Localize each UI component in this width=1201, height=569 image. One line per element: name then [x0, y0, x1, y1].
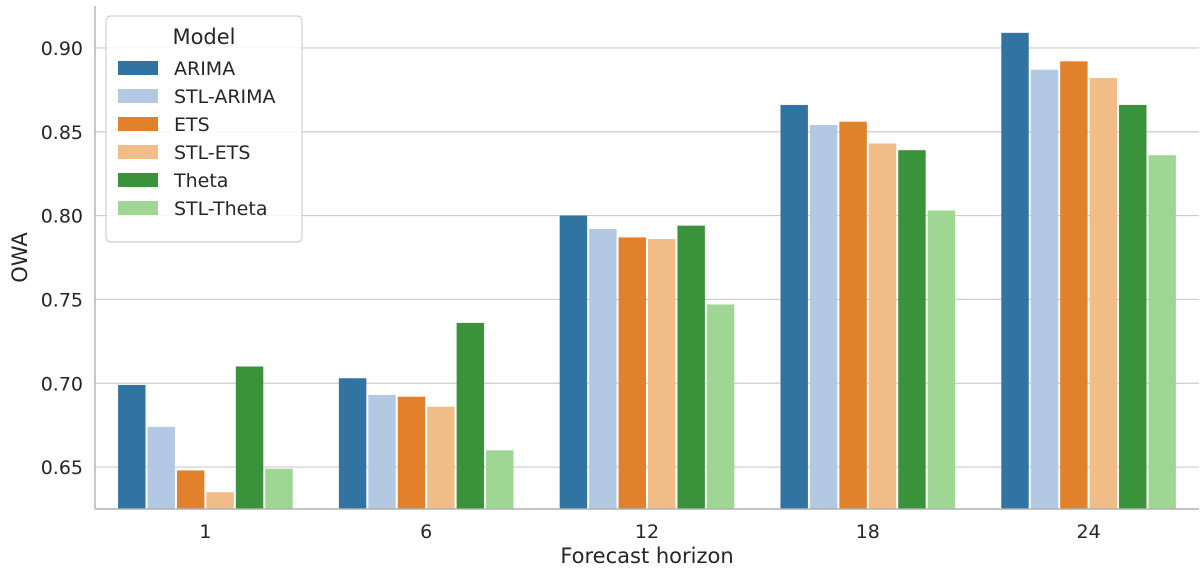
- bar: [1089, 78, 1118, 509]
- bar: [1060, 61, 1088, 509]
- x-tick-label: 18: [856, 521, 880, 543]
- y-tick-label: 0.75: [41, 289, 83, 311]
- bar: [677, 225, 705, 510]
- x-tick-label: 12: [635, 521, 659, 543]
- bars: [118, 32, 1176, 510]
- x-axis-label: Forecast horizon: [560, 544, 733, 568]
- bar: [338, 378, 367, 509]
- legend-swatch: [118, 61, 158, 75]
- legend-swatch: [118, 173, 158, 187]
- y-tick-label: 0.85: [41, 122, 83, 144]
- bar: [265, 468, 293, 509]
- x-tick-label: 1: [199, 521, 211, 543]
- bar: [1148, 155, 1176, 509]
- bar: [1001, 32, 1029, 510]
- legend-entry: ETS: [174, 114, 210, 136]
- bar: [176, 470, 205, 509]
- bar: [118, 384, 146, 509]
- legend-swatch: [118, 145, 158, 159]
- legend-entry: ARIMA: [174, 58, 235, 80]
- x-tick-label: 24: [1077, 521, 1101, 543]
- bar: [927, 210, 956, 509]
- bar: [235, 366, 264, 509]
- legend-title: Model: [172, 25, 235, 49]
- bar: [648, 239, 676, 509]
- bar: [868, 143, 897, 509]
- bar: [706, 304, 735, 509]
- legend-entry: STL-ARIMA: [174, 86, 276, 108]
- bar: [839, 121, 867, 509]
- bar: [147, 426, 175, 509]
- legend-entry: STL-ETS: [174, 142, 250, 164]
- y-tick-label: 0.65: [41, 457, 83, 479]
- x-tick-label: 6: [420, 521, 432, 543]
- y-tick-label: 0.70: [41, 373, 83, 395]
- bar: [1119, 104, 1147, 509]
- bar: [809, 125, 838, 509]
- bar: [589, 228, 617, 509]
- x-tick-labels: 1 6 12 18 24: [199, 521, 1100, 543]
- bar: [427, 406, 455, 509]
- bar: [486, 450, 514, 509]
- axes-spines: [94, 6, 1199, 510]
- bar: [559, 215, 588, 510]
- legend-swatch: [118, 117, 158, 131]
- bar: [898, 150, 926, 509]
- legend-swatch: [118, 201, 158, 215]
- y-tick-label: 0.90: [41, 38, 83, 60]
- legend-swatch: [118, 89, 158, 103]
- bar: [618, 237, 646, 509]
- legend-entry: STL-Theta: [174, 198, 267, 220]
- bar: [780, 104, 808, 509]
- bar: [368, 394, 396, 509]
- bar: [1030, 69, 1059, 510]
- y-axis-label: OWA: [8, 232, 32, 283]
- legend-entry: Theta: [173, 170, 228, 192]
- bar: [206, 492, 234, 509]
- y-tick-label: 0.80: [41, 206, 83, 228]
- y-tick-labels: 0.65 0.70 0.75 0.80 0.85 0.90: [41, 38, 83, 479]
- bar: [456, 322, 485, 509]
- legend: Model ARIMA STL-ARIMA ETS STL-ETS Theta STL-Th…: [105, 15, 303, 243]
- bar: [397, 396, 426, 509]
